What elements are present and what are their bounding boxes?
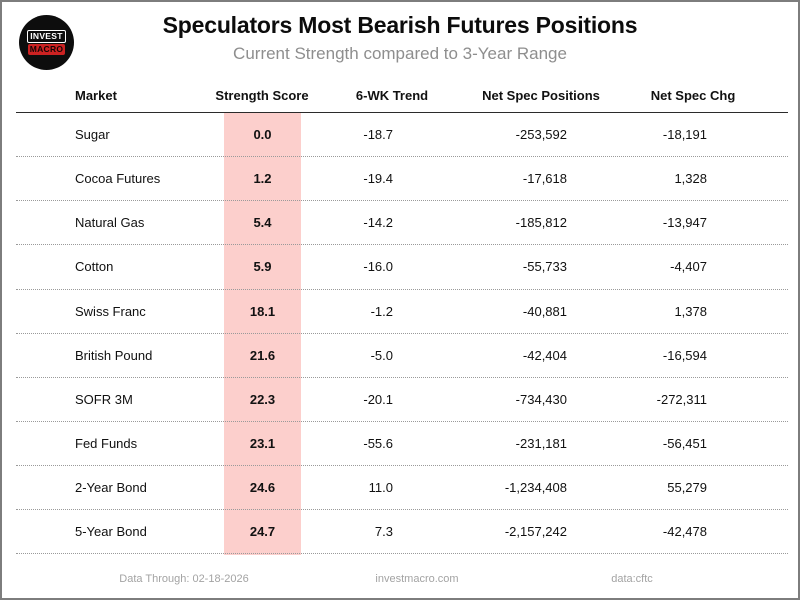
market-cell: Sugar — [75, 127, 110, 143]
page-subtitle: Current Strength compared to 3-Year Rang… — [233, 44, 567, 63]
table-row: Swiss Franc 18.1 -1.2 -40,881 1,378 — [16, 290, 788, 334]
net-spec-chg-cell: -4,407 — [670, 259, 707, 275]
trend-6wk-cell: -14.2 — [363, 215, 393, 231]
net-spec-positions-cell: -231,181 — [515, 436, 567, 452]
strength-score-cell: 5.9 — [253, 259, 272, 275]
trend-6wk-cell: -16.0 — [363, 259, 393, 275]
footer-data-through: Data Through: 02-18-2026 — [119, 573, 249, 585]
strength-score-cell: 0.0 — [253, 127, 272, 143]
net-spec-chg-cell: -272,311 — [656, 391, 707, 407]
table-row: Natural Gas 5.4 -14.2 -185,812 -13,947 — [16, 201, 788, 246]
footer-data-source: data:cftc — [611, 573, 653, 585]
column-header-net-spec-positions: Net Spec Positions — [482, 88, 600, 103]
net-spec-chg-cell: -42,478 — [662, 524, 707, 540]
table-row: Sugar 0.0 -18.7 -253,592 -18,191 — [16, 113, 788, 158]
net-spec-chg-cell: 1,328 — [674, 171, 707, 187]
logo-invest-text: INVEST — [27, 30, 66, 43]
trend-6wk-cell: -20.1 — [363, 391, 393, 407]
net-spec-chg-cell: -13,947 — [662, 215, 707, 231]
column-header-strength-score: Strength Score — [215, 88, 309, 103]
column-header-market: Market — [75, 88, 117, 103]
header-divider — [16, 112, 788, 113]
net-spec-positions-cell: -40,881 — [522, 303, 567, 319]
table-body: Sugar 0.0 -18.7 -253,592 -18,191 Cocoa F… — [16, 113, 788, 555]
strength-score-cell: 18.1 — [249, 303, 276, 319]
net-spec-chg-cell: -16,594 — [662, 347, 707, 363]
market-cell: Fed Funds — [75, 436, 138, 452]
trend-6wk-cell: -1.2 — [370, 303, 393, 319]
table-row: Fed Funds 23.1 -55.6 -231,181 -56,451 — [16, 422, 788, 467]
market-cell: Swiss Franc — [75, 303, 146, 319]
page-title: Speculators Most Bearish Futures Positio… — [162, 12, 638, 38]
net-spec-positions-cell: -2,157,242 — [504, 524, 567, 540]
table-row: SOFR 3M 22.3 -20.1 -734,430 -272,311 — [16, 378, 788, 422]
trend-6wk-cell: -19.4 — [363, 171, 393, 187]
trend-6wk-cell: -18.7 — [363, 127, 393, 143]
strength-score-cell: 23.1 — [249, 436, 276, 452]
trend-6wk-cell: 7.3 — [374, 524, 393, 540]
strength-score-cell: 24.7 — [249, 524, 276, 540]
trend-6wk-cell: 11.0 — [368, 480, 393, 496]
investmacro-logo: INVEST MACRO — [19, 15, 74, 70]
net-spec-chg-cell: 55,279 — [667, 480, 707, 496]
net-spec-chg-cell: -56,451 — [662, 436, 707, 452]
strength-score-highlight-band — [224, 113, 301, 555]
strength-score-cell: 21.6 — [249, 347, 276, 363]
net-spec-chg-cell: 1,378 — [674, 303, 707, 319]
table-row: 2-Year Bond 24.6 11.0 -1,234,408 55,279 — [16, 466, 788, 511]
net-spec-positions-cell: -734,430 — [515, 391, 567, 407]
table-row: British Pound 21.6 -5.0 -42,404 -16,594 — [16, 334, 788, 378]
market-cell: Cotton — [75, 259, 114, 275]
market-cell: SOFR 3M — [75, 391, 133, 407]
net-spec-positions-cell: -1,234,408 — [504, 480, 567, 496]
market-cell: 5-Year Bond — [75, 524, 147, 540]
net-spec-positions-cell: -42,404 — [522, 347, 567, 363]
net-spec-positions-cell: -185,812 — [515, 215, 567, 231]
table-row: 5-Year Bond 24.7 7.3 -2,157,242 -42,478 — [16, 510, 788, 555]
net-spec-positions-cell: -55,733 — [522, 259, 567, 275]
trend-6wk-cell: -5.0 — [370, 347, 393, 363]
net-spec-positions-cell: -253,592 — [515, 127, 567, 143]
net-spec-chg-cell: -18,191 — [662, 127, 707, 143]
strength-score-cell: 5.4 — [253, 215, 272, 231]
table-row: Cotton 5.9 -16.0 -55,733 -4,407 — [16, 245, 788, 290]
column-header-6wk-trend: 6-WK Trend — [355, 88, 429, 103]
market-cell: Cocoa Futures — [75, 171, 161, 187]
table-row: Cocoa Futures 1.2 -19.4 -17,618 1,328 — [16, 157, 788, 202]
market-cell: British Pound — [75, 347, 153, 363]
logo-macro-text: MACRO — [27, 44, 66, 55]
market-cell: Natural Gas — [75, 215, 145, 231]
market-cell: 2-Year Bond — [75, 480, 147, 496]
strength-score-cell: 22.3 — [249, 391, 276, 407]
column-header-net-spec-chg: Net Spec Chg — [650, 88, 736, 103]
footer-website: investmacro.com — [375, 573, 459, 585]
net-spec-positions-cell: -17,618 — [522, 171, 567, 187]
strength-score-cell: 1.2 — [253, 171, 272, 187]
trend-6wk-cell: -55.6 — [363, 436, 393, 452]
strength-score-cell: 24.6 — [249, 480, 276, 496]
